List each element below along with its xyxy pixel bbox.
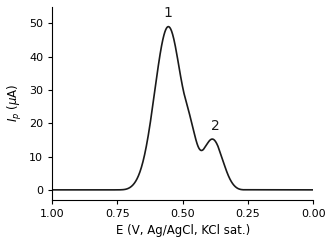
Y-axis label: $I_p$ ($\mu$A): $I_p$ ($\mu$A) — [6, 84, 24, 122]
X-axis label: E (V, Ag/AgCl, KCl sat.): E (V, Ag/AgCl, KCl sat.) — [116, 225, 250, 237]
Text: 1: 1 — [164, 6, 173, 20]
Text: 2: 2 — [211, 119, 220, 133]
